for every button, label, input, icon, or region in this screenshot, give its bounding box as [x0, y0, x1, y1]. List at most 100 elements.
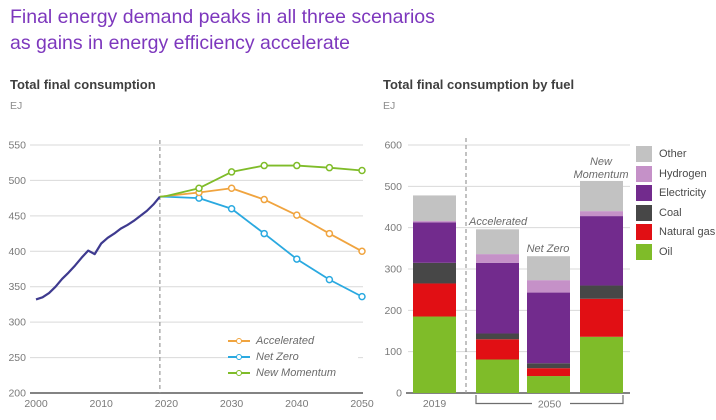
bar-segment-electricity [527, 292, 570, 364]
legend-item-electricity: Electricity [636, 185, 715, 201]
bar-annotation: New Momentum [573, 156, 628, 181]
bar-segment-coal [527, 363, 570, 369]
bar-segment-hydrogen [413, 221, 456, 223]
line-chart-title: Total final consumption [10, 77, 156, 92]
data-point-marker [195, 184, 203, 192]
legend-label-oil: Oil [659, 245, 673, 258]
series-line-history [35, 196, 161, 301]
data-point-marker [227, 205, 236, 213]
x-tick-label: 2030 [220, 398, 244, 410]
bar-segment-electricity [476, 262, 519, 334]
bar-segment-coal [413, 262, 456, 284]
natural-gas-swatch [636, 224, 652, 240]
data-point-marker [293, 161, 301, 170]
series-line-net-zero [159, 195, 363, 298]
x-tick-label: 2040 [285, 398, 309, 410]
legend-item-new-momentum: New Momentum [228, 365, 358, 381]
data-point-marker [227, 168, 236, 176]
line-chart-unit: EJ [10, 100, 23, 112]
net-zero-line-swatch [228, 353, 250, 360]
data-point-marker [358, 292, 366, 301]
bar-segment-electricity [413, 222, 456, 263]
bar-chart-title: Total final consumption by fuel [383, 77, 575, 92]
data-point-marker [325, 275, 334, 284]
page-title: Final energy demand peaks in all three s… [10, 4, 710, 56]
page-title-line2: as gains in energy efficiency accelerate [10, 32, 351, 54]
group-bracket [475, 395, 624, 405]
bar-segment-natural-gas [527, 368, 570, 377]
net-zero-marker-icon [236, 353, 242, 360]
data-point-marker [260, 195, 268, 204]
y-tick-label: 600 [384, 140, 402, 152]
line-chart-legend: Accelerated Net Zero New Momentum [228, 331, 358, 383]
bracket-label: 2050 [538, 399, 562, 411]
data-point-marker [358, 247, 366, 256]
data-point-marker [260, 229, 268, 238]
bar-segment-other [476, 229, 519, 255]
y-tick-label: 400 [384, 222, 402, 234]
accelerated-marker-icon [236, 337, 242, 344]
legend-label-coal: Coal [659, 206, 682, 219]
y-tick-label: 300 [384, 264, 402, 276]
bar-segment-hydrogen [580, 211, 623, 217]
legend-item-other: Other [636, 146, 715, 162]
oil-swatch [636, 243, 652, 260]
electricity-swatch [636, 185, 652, 201]
bar-segment-coal [580, 285, 623, 299]
data-point-marker [227, 184, 236, 192]
bar-segment-hydrogen [476, 254, 519, 263]
line-chart-canvas: 200 250 300 350 400 450 500 550 2000 2010 2020 2030… [8, 140, 374, 411]
y-tick-label: 500 [384, 181, 402, 193]
y-tick-label: 100 [384, 346, 402, 358]
x-tick-label: 2010 [90, 398, 114, 410]
y-tick-label: 350 [8, 281, 26, 293]
y-tick-label: 250 [8, 352, 26, 364]
y-tick-label: 550 [8, 140, 26, 152]
bar-segment-natural-gas [476, 339, 519, 360]
other-swatch [636, 146, 652, 162]
data-point-marker [325, 229, 334, 238]
legend-label-accelerated: Accelerated [256, 335, 315, 347]
x-tick-label: 2050 [350, 398, 374, 410]
legend-item-coal: Coal [636, 204, 715, 221]
page-title-line1: Final energy demand peaks in all three s… [10, 6, 435, 28]
coal-swatch [636, 204, 652, 221]
hydrogen-swatch [636, 165, 652, 182]
bar-segment-electricity [580, 216, 623, 286]
bar-segment-hydrogen [527, 280, 570, 293]
x-tick-label: 2020 [155, 398, 179, 410]
bar-segment-coal [476, 333, 519, 340]
y-tick-label: 400 [8, 246, 26, 258]
bar-segment-oil [413, 316, 456, 393]
data-point-marker [358, 166, 366, 175]
data-point-marker [260, 161, 268, 170]
x-tick-label: 2000 [24, 398, 48, 410]
new-momentum-line-swatch [228, 369, 250, 376]
bar-chart-canvas: 0 100 200 300 400 500 600 Accelerated Net Zero Ne… [384, 138, 630, 411]
bar-chart-unit: EJ [383, 100, 396, 112]
bar-segment-natural-gas [413, 283, 456, 317]
y-tick-label: 0 [396, 388, 402, 400]
legend-label-other: Other [659, 148, 687, 160]
legend-item-net-zero: Net Zero [228, 349, 358, 365]
legend-label-natural-gas: Natural gas [659, 226, 716, 238]
y-tick-label: 300 [8, 317, 26, 329]
bar-segment-oil [527, 376, 570, 393]
legend-item-natural-gas: Natural gas [636, 224, 715, 240]
legend-label-net-zero: Net Zero [256, 351, 299, 363]
legend-label-new-momentum: New Momentum [256, 367, 337, 379]
legend-label-electricity: Electricity [659, 187, 707, 199]
legend-item-accelerated: Accelerated [228, 333, 358, 349]
bar-annotation: Accelerated [468, 216, 528, 228]
data-point-marker [293, 211, 301, 219]
legend-item-hydrogen: Hydrogen [636, 165, 715, 182]
x-tick-label: 2019 [423, 398, 447, 410]
data-point-marker [293, 255, 301, 263]
accelerated-line-swatch [228, 337, 250, 344]
bar-segment-natural-gas [580, 298, 623, 337]
bar-chart-legend: Other Hydrogen Electricity Coal Natural … [636, 146, 715, 263]
y-tick-label: 200 [8, 388, 26, 400]
bar-annotation: Net Zero [527, 243, 570, 255]
y-tick-label: 500 [8, 175, 26, 187]
